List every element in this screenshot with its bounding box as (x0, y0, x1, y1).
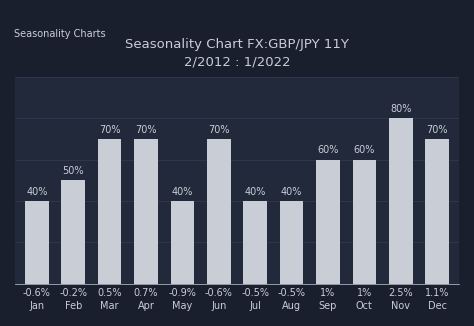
Bar (353, 160, 376, 284)
Bar (207, 139, 231, 284)
Bar (98, 139, 121, 284)
Text: 60%: 60% (317, 145, 338, 156)
Bar (316, 160, 340, 284)
Text: 80%: 80% (390, 104, 411, 114)
Text: 40%: 40% (281, 187, 302, 197)
Bar (425, 139, 449, 284)
Text: 70%: 70% (208, 125, 229, 135)
Bar (25, 201, 49, 284)
Bar (171, 201, 194, 284)
Text: 40%: 40% (172, 187, 193, 197)
Text: 50%: 50% (63, 166, 84, 176)
Bar (62, 180, 85, 284)
Text: 60%: 60% (354, 145, 375, 156)
Text: 70%: 70% (99, 125, 120, 135)
Title: Seasonality Chart FX:GBP/JPY 11Y
2/2012 : 1/2022: Seasonality Chart FX:GBP/JPY 11Y 2/2012 … (125, 38, 349, 69)
Text: 40%: 40% (245, 187, 266, 197)
Bar (134, 139, 158, 284)
Text: 70%: 70% (427, 125, 448, 135)
Text: Seasonality Charts: Seasonality Charts (14, 29, 106, 39)
Bar (280, 201, 303, 284)
Bar (243, 201, 267, 284)
Bar (389, 118, 412, 284)
Text: 40%: 40% (26, 187, 47, 197)
Text: 70%: 70% (135, 125, 157, 135)
